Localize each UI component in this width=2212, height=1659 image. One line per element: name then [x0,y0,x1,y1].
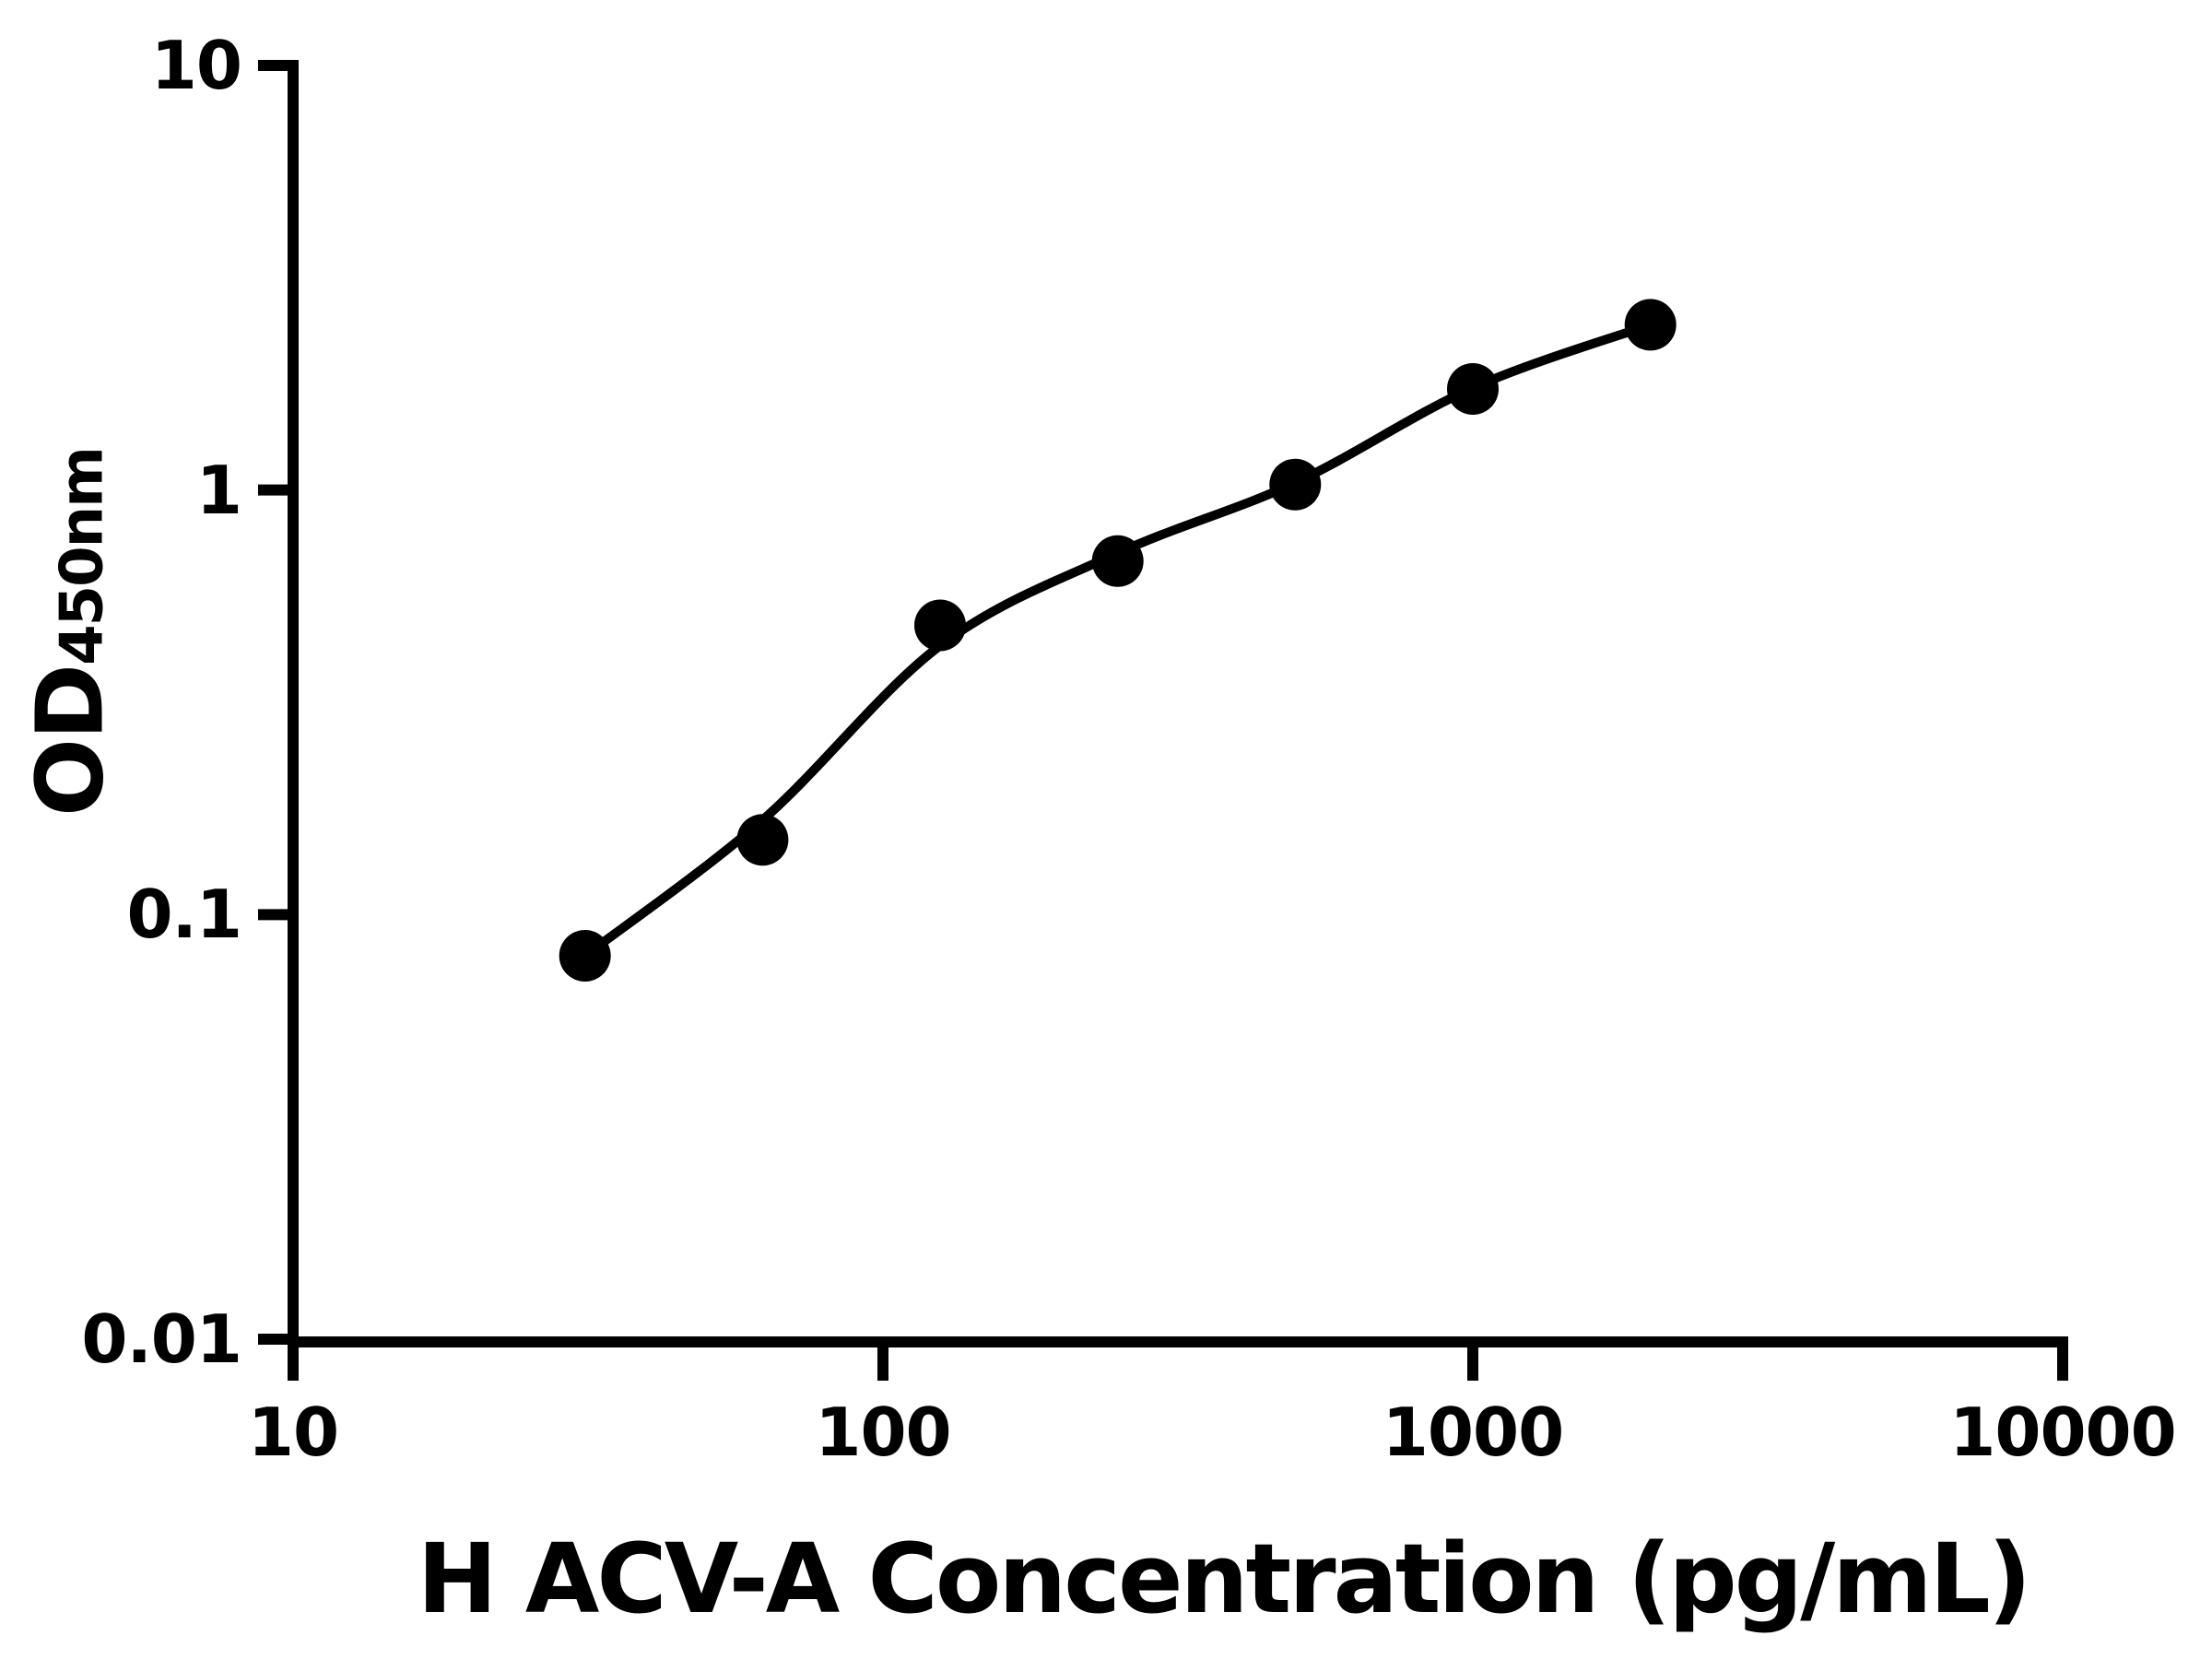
y-tick-label: 0.01 [81,1300,242,1378]
data-point [914,599,966,652]
y-axis-title-sub: 450nm [48,448,117,665]
y-axis-title-main: OD [16,665,124,817]
y-tick-label: 1 [195,451,242,529]
y-tick-marks [258,59,293,1345]
y-tick-label: 10 [150,26,242,104]
data-point [1447,363,1499,415]
x-tick-label: 10000 [1949,1394,2176,1471]
data-point [736,814,789,866]
x-tick-label: 100 [815,1394,951,1471]
x-tick-marks [288,1342,2068,1381]
data-point [1624,299,1677,351]
y-tick-label: 0.1 [126,876,242,954]
x-axis-title: H ACV-A Concentration (pg/mL) [417,1523,2032,1635]
x-tick-label: 10 [247,1394,339,1471]
axes [288,60,2068,1347]
data-points [559,299,1677,982]
fit-curve [580,320,1655,960]
data-point [559,930,611,982]
data-point [1091,535,1144,587]
data-point [1269,458,1322,511]
x-tick-label: 1000 [1382,1394,1564,1471]
